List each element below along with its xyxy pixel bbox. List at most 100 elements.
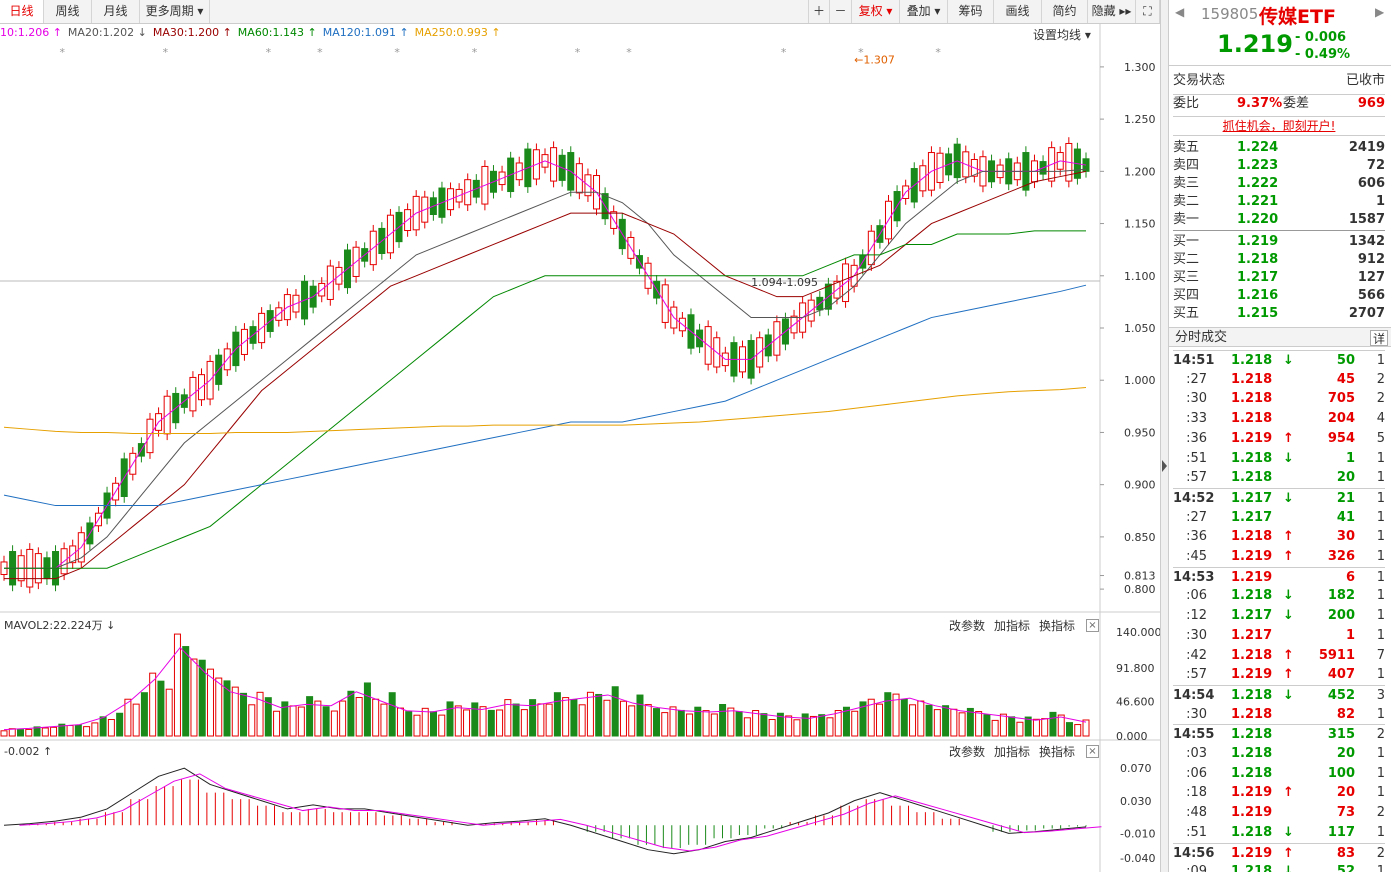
open-account-text[interactable]: 抓住机会，即刻开户! bbox=[1222, 119, 1336, 133]
trade-time: :30 bbox=[1186, 627, 1207, 643]
volume-bar bbox=[66, 725, 74, 737]
next-stock-icon[interactable]: ▶ bbox=[1375, 5, 1385, 19]
overlay-dropdown[interactable]: 叠加 ▾ bbox=[900, 0, 948, 23]
ma-legend: 10:1.206 ↑ MA20:1.202 ↓ MA30:1.200 ↑ MA60:1… bbox=[0, 26, 1000, 44]
open-account-link[interactable]: 抓住机会，即刻开户! bbox=[1173, 116, 1385, 136]
trade-count: 1 bbox=[1376, 529, 1385, 545]
volume-bar bbox=[190, 658, 198, 737]
trade-price: 1.219 bbox=[1231, 667, 1273, 683]
high-annotation: ←1.307 bbox=[854, 54, 895, 67]
bid-level: 买四 1.216 566 bbox=[1173, 287, 1385, 305]
period-daily-tab[interactable]: 日线 bbox=[0, 0, 44, 23]
trade-row: :30 1.218 82 1 bbox=[1173, 705, 1385, 725]
set-ma-button[interactable]: 设置均线 ▾ bbox=[1033, 28, 1091, 42]
ma-legend-item: 10:1.206 ↑ bbox=[0, 26, 62, 39]
vol-edit-params-button[interactable]: 改参数 bbox=[949, 619, 986, 633]
trade-row: :27 1.218 45 2 bbox=[1173, 370, 1385, 390]
trades-detail-button[interactable]: 详 bbox=[1370, 330, 1388, 346]
volume-bar bbox=[363, 682, 371, 737]
ma-line-ma10 bbox=[4, 160, 1087, 569]
volume-bar bbox=[818, 714, 826, 737]
volume-bar bbox=[355, 697, 363, 737]
y-tick-label: 1.100 bbox=[1124, 270, 1156, 283]
trade-row: :09 1.218 ↓ 52 1 bbox=[1173, 862, 1385, 872]
volume-bar bbox=[339, 700, 347, 737]
trade-time: :57 bbox=[1186, 667, 1207, 683]
volume-bar bbox=[41, 727, 49, 737]
trade-volume: 73 bbox=[1336, 805, 1355, 821]
ma-legend-item: MA20:1.202 ↓ bbox=[67, 26, 147, 39]
stock-name: 传媒ETF bbox=[1259, 6, 1336, 28]
trade-time: :27 bbox=[1186, 371, 1207, 387]
volume-bar bbox=[496, 709, 504, 737]
trade-price: 1.219 bbox=[1231, 569, 1273, 585]
draw-button[interactable]: 画线 bbox=[994, 0, 1042, 23]
y-tick-label: 0.800 bbox=[1124, 583, 1156, 596]
macd-close-icon[interactable]: × bbox=[1086, 745, 1099, 758]
volume-bar bbox=[595, 693, 603, 737]
zoom-out-button[interactable]: － bbox=[830, 0, 852, 23]
trade-volume: 20 bbox=[1336, 746, 1355, 761]
macd-switch-indicator-button[interactable]: 换指标 bbox=[1039, 745, 1076, 759]
volume-bar bbox=[619, 700, 627, 737]
volume-bar bbox=[702, 710, 710, 737]
toolbar: 日线 周线 月线 更多周期 ▾ ＋ － 复权 ▾ 叠加 ▾ 筹码 画线 简约 隐… bbox=[0, 0, 1160, 24]
volume-bar bbox=[677, 709, 685, 737]
trade-price: 1.218 bbox=[1231, 450, 1273, 466]
sidebar-collapse-handle[interactable] bbox=[1160, 0, 1168, 872]
ratio-row: 委比 9.37% 委差 969 bbox=[1173, 94, 1385, 112]
last-price: 1.219 bbox=[1217, 30, 1293, 58]
prev-stock-icon[interactable]: ◀ bbox=[1175, 5, 1185, 19]
trade-row: :42 1.218 ↑ 5911 7 bbox=[1173, 646, 1385, 666]
simple-button[interactable]: 简约 bbox=[1042, 0, 1088, 23]
vol-switch-indicator-button[interactable]: 换指标 bbox=[1039, 619, 1076, 633]
trade-price: 1.218 bbox=[1231, 824, 1273, 840]
trade-price: 1.218 bbox=[1231, 765, 1273, 781]
zoom-in-button[interactable]: ＋ bbox=[808, 0, 830, 23]
volume-bar bbox=[479, 706, 487, 737]
level-label: 卖三 bbox=[1173, 176, 1200, 191]
y-tick-label: 0.950 bbox=[1124, 426, 1156, 439]
volume-bar bbox=[206, 668, 214, 737]
trade-count: 2 bbox=[1376, 805, 1385, 821]
vol-close-icon[interactable]: × bbox=[1086, 619, 1099, 632]
volume-bar bbox=[1074, 724, 1082, 737]
trade-time: :51 bbox=[1186, 450, 1207, 466]
trade-row: 14:52 1.217 ↓ 21 1 bbox=[1173, 487, 1385, 508]
volume-bar bbox=[578, 704, 586, 737]
vol-ma-line bbox=[3, 646, 1087, 731]
adjust-dropdown[interactable]: 复权 ▾ bbox=[852, 0, 900, 23]
vol-add-indicator-button[interactable]: 加指标 bbox=[994, 619, 1031, 633]
trade-row: :57 1.219 ↑ 407 1 bbox=[1173, 665, 1385, 685]
period-monthly-tab[interactable]: 月线 bbox=[92, 0, 140, 23]
trade-time: 14:54 bbox=[1173, 687, 1215, 703]
macd-add-indicator-button[interactable]: 加指标 bbox=[994, 745, 1031, 759]
diff-value: 969 bbox=[1357, 96, 1385, 111]
hide-button[interactable]: 隐藏 ▸▸ bbox=[1088, 0, 1136, 23]
level-price: 1.220 bbox=[1237, 212, 1279, 227]
more-periods-dropdown[interactable]: 更多周期 ▾ bbox=[140, 0, 210, 23]
trade-direction: ↑ bbox=[1283, 647, 1294, 663]
trade-volume: 20 bbox=[1336, 785, 1355, 801]
trade-volume: 100 bbox=[1327, 765, 1355, 781]
trade-row: :27 1.217 41 1 bbox=[1173, 508, 1385, 528]
volume-bar bbox=[975, 711, 983, 737]
trade-direction: ↑ bbox=[1283, 845, 1294, 861]
level-label: 买一 bbox=[1173, 234, 1200, 249]
trade-price: 1.218 bbox=[1231, 411, 1273, 427]
volume-bar bbox=[793, 719, 801, 737]
chips-button[interactable]: 筹码 bbox=[948, 0, 994, 23]
volume-bar bbox=[322, 706, 330, 737]
volume-bar bbox=[768, 719, 776, 737]
y-tick-label: 1.150 bbox=[1124, 218, 1156, 231]
macd-edit-params-button[interactable]: 改参数 bbox=[949, 745, 986, 759]
fullscreen-icon[interactable]: ⛶ bbox=[1136, 0, 1160, 23]
volume-bar bbox=[140, 692, 148, 737]
trades-header: 分时成交 详 bbox=[1169, 327, 1391, 347]
trade-volume: 1 bbox=[1345, 450, 1355, 466]
volume-bar bbox=[1041, 718, 1049, 737]
kline-chart[interactable]: 1.300 1.250 1.200 1.150 1.100 1.050 1.000 0.950… bbox=[0, 0, 1160, 872]
volume-bar bbox=[182, 646, 190, 737]
period-weekly-tab[interactable]: 周线 bbox=[44, 0, 92, 23]
